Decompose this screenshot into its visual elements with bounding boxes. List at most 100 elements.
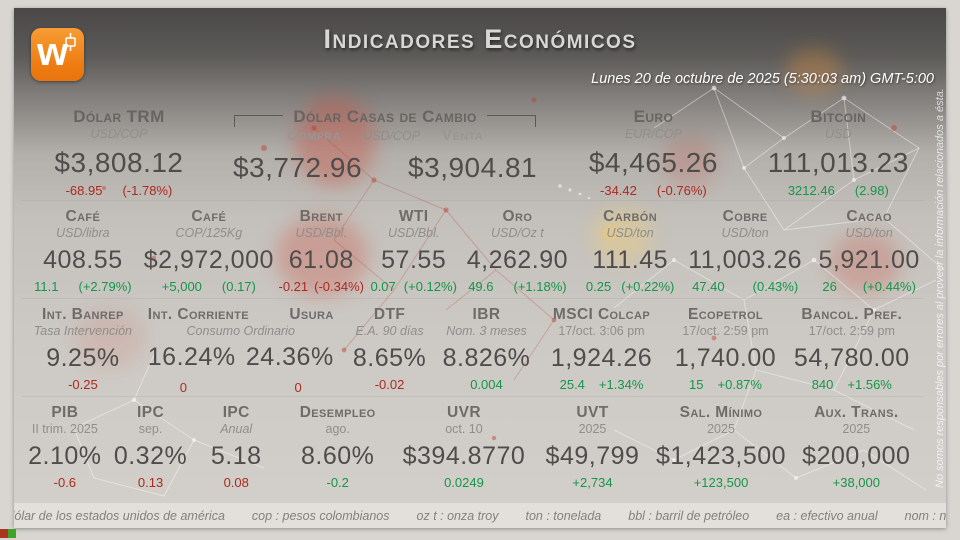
indicator-uvt: UVT 2025 $49,799 +2,734	[532, 397, 654, 497]
legend-item: oz t : onza troy	[416, 508, 499, 523]
indicator-change: -0.6	[54, 475, 76, 490]
indicator-change: 0.13	[138, 475, 163, 490]
indicator-change: -68.95 (-1.78%)	[66, 183, 173, 198]
indicator-value: 8.60%	[300, 442, 375, 470]
indicator-euro: Euro EUR/COP $4,465.26 -34.42 (-0.76%)	[554, 100, 752, 200]
change-abs: 0.13	[137, 475, 164, 490]
indicator-title: Sal. Mínimo	[679, 404, 763, 421]
change-pct: (-0.76%)	[656, 183, 707, 198]
change-abs: 0	[179, 380, 187, 395]
indicator-title: UVT	[576, 404, 609, 421]
indicator-brent: Brent USD/Bbl. 61.08 -0.21 (-0.34%)	[274, 201, 369, 299]
indicator-unit: USD/COP	[90, 127, 148, 141]
logo: w	[31, 28, 84, 81]
legend-item: ton : tonelada	[525, 508, 602, 523]
indicator-value: 16.24%	[147, 343, 236, 371]
indicator-cafe-usd: Café USD/libra 408.55 11.1 (+2.79%)	[22, 201, 144, 299]
buy-label: Compra	[286, 127, 342, 144]
indicator-title: Desempleo	[299, 404, 376, 421]
indicator-title: Bitcoin	[810, 107, 867, 126]
change-abs: 840	[811, 377, 834, 392]
page-title: Indicadores Económicos	[323, 24, 637, 54]
right-bracket-decoration	[486, 115, 536, 127]
indicator-title: Usura	[289, 306, 334, 323]
indicator-title: Café	[191, 208, 227, 225]
indicator-change: 0.0249	[444, 475, 484, 490]
indicator-change: 25.4 +1.34%	[560, 377, 644, 392]
indicator-value: $4,465.26	[588, 147, 718, 178]
change-pct: +0.87%	[717, 377, 762, 392]
indicator-value: 9.25%	[46, 344, 120, 372]
candlestick-icon	[65, 33, 76, 51]
indicator-title: Dólar Casas de Cambio	[293, 107, 477, 126]
indicator-value: 54,780.00	[793, 344, 910, 372]
change-abs: 15	[689, 377, 704, 392]
change-abs: 49.6	[468, 279, 494, 294]
indicator-change: +123,500	[694, 475, 749, 490]
indicator-unit: Tasa Intervención	[33, 324, 132, 338]
indicator-title: Brent	[299, 208, 343, 225]
indicator-value: $49,799	[545, 442, 640, 470]
indicator-value: 61.08	[288, 246, 354, 274]
indicator-change: -0.25	[68, 377, 98, 392]
pair-titles: Int. Corriente Usura	[144, 306, 338, 324]
change-pct: (+0.22%)	[621, 279, 675, 294]
indicator-oro: Oro USD/Oz t 4,262.90 49.6 (+1.18%)	[459, 201, 576, 299]
indicator-title: Dólar TRM	[73, 107, 165, 126]
indicator-wti: WTI USD/Bbl. 57.55 0.07 (+0.12%)	[369, 201, 459, 299]
dashboard-panel: w Indicadores Económicos Lunes 20 de oct…	[14, 8, 946, 528]
indicator-period: II trim. 2025	[31, 422, 98, 436]
indicator-value: $1,423,500	[655, 442, 787, 470]
indicator-title: DTF	[373, 306, 406, 323]
change-abs: -0.21	[278, 279, 309, 294]
indicator-unit: Nom. 3 meses	[446, 324, 527, 338]
pair-values: 16.24% 24.36%	[144, 343, 338, 372]
indicator-change: 840 +1.56%	[812, 377, 892, 392]
indicator-carbon: Carbón USD/ton 111.45 0.25 (+0.22%)	[576, 201, 684, 299]
indicator-int-banrep: Int. Banrep Tasa Intervención 9.25% -0.2…	[22, 299, 144, 395]
indicator-value: 8.65%	[352, 344, 427, 372]
indicator-value: 1,924.26	[550, 344, 653, 372]
change-abs: +38,000	[832, 475, 880, 490]
change-abs: 0.0249	[444, 475, 484, 490]
indicator-title: Cobre	[722, 208, 768, 225]
indicator-timestamp: 17/oct. 3:06 pm	[558, 324, 645, 338]
change-pct: (0.17)	[221, 279, 256, 294]
datetime: Lunes 20 de octubre de 2025 (5:30:03 am)…	[591, 71, 934, 87]
buy-value: $3,772.96	[232, 152, 363, 183]
legend-item: usd : dólar de los estados unidos de amé…	[14, 508, 225, 523]
change-abs: 0.25	[585, 279, 612, 294]
change-abs: 0.004	[470, 377, 503, 392]
indicator-title: UVR	[446, 404, 481, 421]
indicator-change: +38,000	[833, 475, 880, 490]
indicator-msci-colcap: MSCI Colcap 17/oct. 3:06 pm 1,924.26 25.…	[532, 299, 672, 395]
indicator-change: -0.02	[375, 377, 405, 392]
shared-subtitle: Consumo Ordinario	[186, 324, 295, 338]
indicator-title: IPC	[222, 404, 250, 421]
change-abs: 0.08	[223, 475, 249, 490]
indicator-title: Euro	[633, 107, 674, 126]
change-abs: 25.4	[559, 377, 585, 392]
change-abs: -68.95	[65, 183, 103, 198]
change-pct: (-0.34%)	[314, 279, 364, 294]
indicator-value: 57.55	[381, 246, 447, 274]
indicator-change: 0.07 (+0.12%)	[370, 279, 456, 294]
indicator-unit: USD/ton	[721, 226, 769, 240]
indicator-auxilio-transporte: Aux. Trans. 2025 $200,000 +38,000	[789, 397, 924, 497]
change-abs: 26	[822, 279, 837, 294]
indicator-bitcoin: Bitcoin USD 111,013.23 3212.46 (2.98)	[753, 100, 924, 200]
indicator-change: 0.004	[470, 377, 503, 392]
indicator-int-corriente-usura: Int. Corriente Usura Consumo Ordinario 1…	[144, 299, 338, 395]
indicator-unit: USD/ton	[845, 226, 893, 240]
indicator-unit: USD/COP	[363, 129, 421, 143]
indicator-unit: COP/125Kg	[175, 226, 243, 240]
indicator-period: 2025	[707, 422, 735, 436]
indicator-change: 26 (+0.44%)	[822, 279, 916, 294]
indicator-value: 24.36%	[245, 343, 334, 371]
indicator-value: 1,740.00	[674, 344, 777, 372]
indicator-value: 5.18	[210, 442, 262, 470]
indicator-change: 11.1 (+2.79%)	[34, 279, 131, 294]
indicator-value: $3,808.12	[54, 147, 184, 178]
indicator-title: Carbón	[603, 208, 658, 225]
indicator-title: MSCI Colcap	[552, 306, 651, 323]
